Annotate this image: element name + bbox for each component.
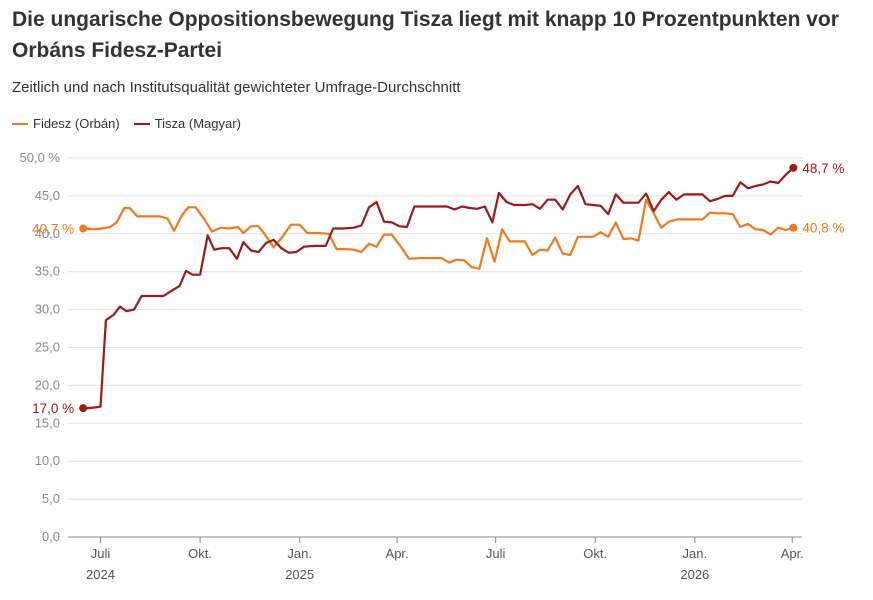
series-end-point-tisza bbox=[789, 163, 798, 172]
x-tick-label: Juli bbox=[91, 546, 111, 561]
data-label-start-fidesz: 40,7 % bbox=[32, 221, 74, 236]
data-label-end-fidesz: 40,8 % bbox=[802, 221, 844, 236]
x-tick-year-label: 2026 bbox=[680, 567, 709, 582]
y-tick-label: 5,0 bbox=[42, 491, 60, 506]
legend-label-tisza: Tisza (Magyar) bbox=[154, 116, 241, 131]
legend-label-fidesz: Fidesz (Orbán) bbox=[33, 116, 120, 131]
data-label-start-tisza: 17,0 % bbox=[32, 401, 74, 416]
y-tick-label: 35,0 bbox=[35, 264, 60, 279]
y-tick-label: 10,0 bbox=[35, 453, 60, 468]
x-tick-year-label: 2024 bbox=[86, 567, 115, 582]
y-tick-label: 40,0 bbox=[35, 226, 60, 241]
y-tick-label: 0,0 bbox=[42, 529, 60, 544]
chart-title: Die ungarische Oppositionsbewegung Tisza… bbox=[12, 8, 839, 62]
legend-item-fidesz: Fidesz (Orbán) bbox=[12, 116, 120, 131]
x-tick-label: Jan. bbox=[287, 546, 312, 561]
y-tick-label: 45,0 bbox=[35, 188, 60, 203]
y-tick-label: 50,0 % bbox=[20, 150, 61, 165]
y-tick-label: 20,0 bbox=[35, 377, 60, 392]
series-start-point-tisza bbox=[79, 404, 88, 413]
series-line-tisza bbox=[82, 166, 795, 410]
y-tick-label: 15,0 bbox=[35, 415, 60, 430]
legend-swatch-tisza bbox=[133, 122, 150, 125]
legend-item-tisza: Tisza (Magyar) bbox=[133, 116, 241, 131]
x-tick-label: Apr. bbox=[386, 546, 409, 561]
x-tick-year-label: 2025 bbox=[285, 567, 314, 582]
x-tick-label: Jan. bbox=[683, 546, 708, 561]
data-label-end-tisza: 48,7 % bbox=[802, 161, 844, 176]
chart-subtitle: Zeitlich und nach Institutsqualität gewi… bbox=[12, 79, 461, 96]
y-tick-label: 25,0 bbox=[35, 340, 60, 355]
x-tick-label: Okt. bbox=[188, 546, 212, 561]
series-line-fidesz bbox=[82, 198, 795, 270]
x-tick-label: Okt. bbox=[583, 546, 607, 561]
legend-swatch-fidesz bbox=[12, 122, 28, 125]
x-tick-label: Apr. bbox=[781, 546, 804, 561]
series-end-point-fidesz bbox=[789, 223, 798, 232]
y-tick-label: 30,0 bbox=[35, 302, 60, 317]
chart-legend: Fidesz (Orbán) Tisza (Magyar) bbox=[12, 116, 255, 131]
series-start-point-fidesz bbox=[79, 224, 88, 233]
x-tick-label: Juli bbox=[486, 546, 506, 561]
